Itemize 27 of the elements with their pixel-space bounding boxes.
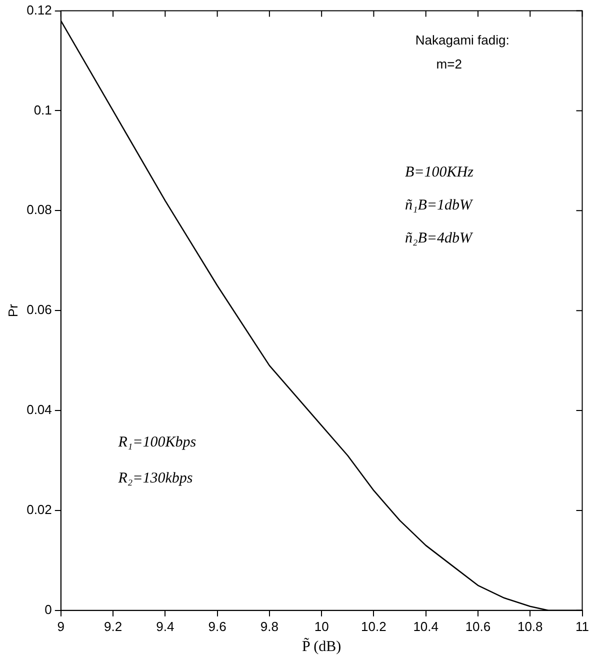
- annotation: R₂=130kbps: [117, 470, 193, 486]
- x-axis-title: P̃ (dB): [302, 636, 342, 655]
- annotation: ñ₁B=1dbW: [404, 198, 474, 214]
- y-tick-label: 0.02: [26, 502, 52, 518]
- y-tick-label: 0.12: [26, 2, 52, 18]
- x-tick-label: 11: [576, 618, 589, 634]
- annotation: Nakagami fadig:: [415, 32, 510, 48]
- y-tick-label: 0.1: [34, 102, 52, 118]
- x-tick-label: 10.4: [413, 618, 439, 634]
- x-tick-label: 10.6: [465, 618, 491, 634]
- x-tick-label: 9.6: [208, 618, 226, 634]
- x-tick-label: 9: [57, 618, 65, 634]
- annotation: ñ₂B=4dbW: [404, 230, 474, 247]
- y-tick-label: 0.04: [26, 402, 52, 418]
- x-tick-label: 9.2: [104, 618, 122, 634]
- y-tick-label: 0: [44, 602, 52, 617]
- x-tick-label: 10.8: [517, 618, 543, 634]
- x-tick-label: 9.8: [260, 618, 278, 634]
- annotation: m=2: [436, 56, 462, 72]
- annotation: B=100KHz: [404, 164, 474, 181]
- x-tick-label: 10: [314, 618, 329, 634]
- y-axis-title: Pr: [5, 303, 20, 318]
- y-tick-label: 0.08: [26, 202, 52, 218]
- annotation: R₁=100Kbps: [117, 434, 196, 450]
- x-tick-label: 9.4: [156, 618, 174, 634]
- x-tick-label: 10.2: [361, 618, 386, 634]
- y-tick-label: 0.06: [26, 302, 52, 318]
